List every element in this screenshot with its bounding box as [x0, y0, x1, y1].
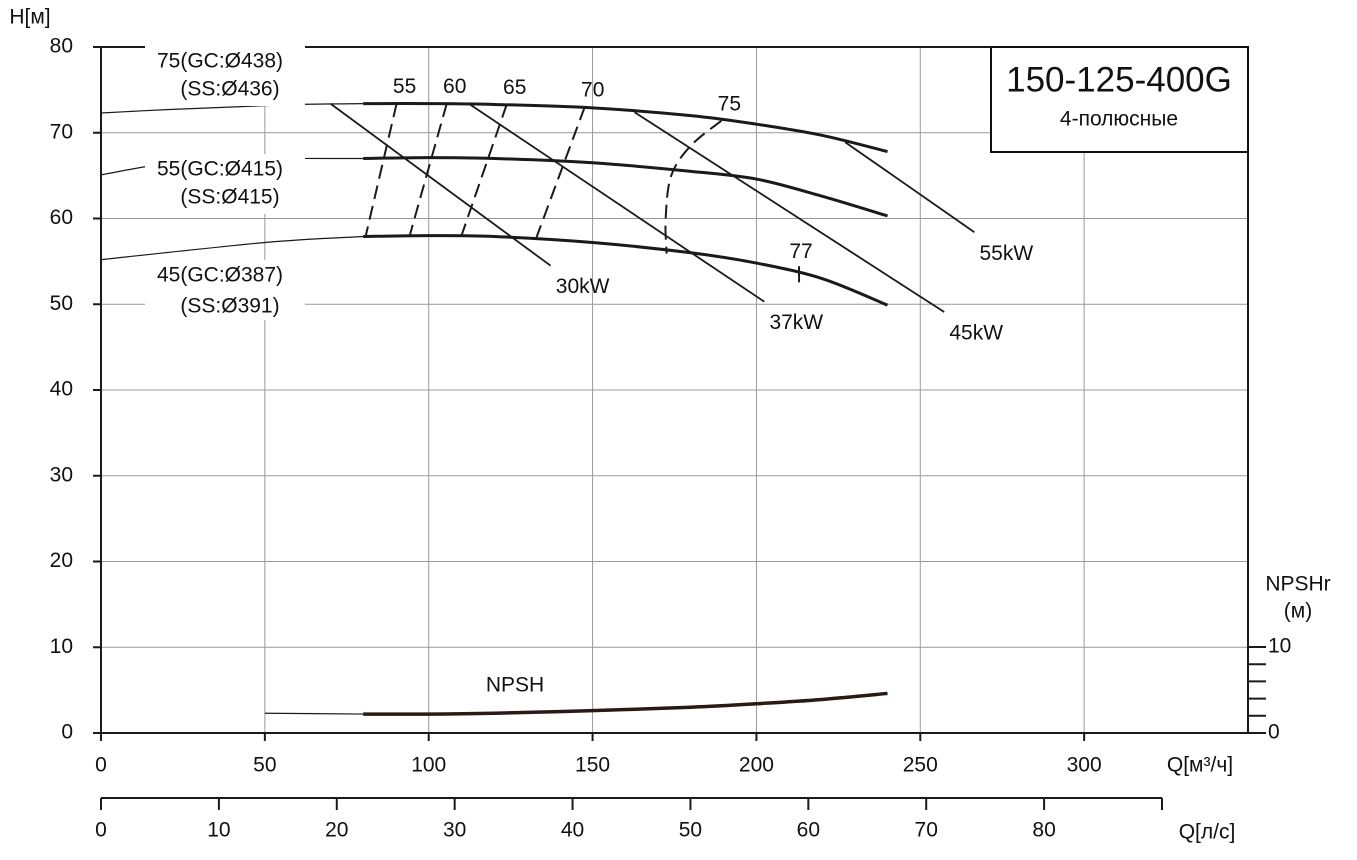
x-axis-label: Q[м³/ч]: [1167, 754, 1233, 777]
power-label: 55kW: [980, 242, 1034, 265]
impeller-label: 75(GC:Ø438): [157, 50, 283, 73]
power-line: [634, 111, 945, 313]
y2-tick-label: 0: [1268, 721, 1280, 744]
impeller-curve: [363, 234, 889, 307]
impeller-label: (SS:Ø436): [180, 78, 279, 101]
y-tick-label: 40: [50, 378, 73, 401]
x2-tick-label: 50: [679, 819, 702, 842]
y-tick-label: 70: [50, 120, 73, 143]
npsh-curve: [363, 691, 888, 716]
title-box: [990, 46, 1249, 153]
efficiency-curve: [664, 119, 722, 254]
impeller-extension: [100, 235, 364, 261]
power-line: [468, 102, 765, 303]
y-tick-label: 80: [50, 35, 73, 58]
efficiency-label: 65: [503, 76, 526, 99]
power-label: 30kW: [556, 275, 610, 298]
x2-axis-label: Q[л/с]: [1179, 821, 1236, 844]
y-tick-label: 60: [50, 206, 73, 229]
power-line: [844, 141, 975, 233]
x-tick-label: 150: [575, 754, 610, 777]
x-tick-label: 250: [903, 754, 938, 777]
efficiency-label: 77: [789, 240, 812, 263]
chart-subtitle: 4-полюсные: [1060, 108, 1178, 131]
label-bg: [145, 260, 305, 320]
efficiency-label: 75: [718, 92, 741, 115]
x-tick-label: 100: [411, 754, 446, 777]
y-tick-label: 30: [50, 463, 73, 486]
x2-tick-label: 20: [325, 819, 348, 842]
impeller-label: 45(GC:Ø387): [157, 264, 283, 287]
y-tick-label: 20: [50, 549, 73, 572]
plot-frame: [100, 46, 1249, 734]
efficiency-label: 70: [581, 79, 604, 102]
x2-tick-label: 60: [797, 819, 820, 842]
label-bg: [145, 154, 305, 214]
impeller-label: (SS:Ø391): [180, 295, 279, 318]
npsh-extension: [264, 712, 364, 715]
efficiency-label: 55: [393, 75, 416, 98]
efficiency-curve: [534, 106, 586, 241]
x2-tick-label: 10: [207, 819, 230, 842]
y-axis-label: H[м]: [9, 6, 50, 29]
y-tick-label: 10: [50, 635, 73, 658]
x2-tick-label: 30: [443, 819, 466, 842]
y2-axis-label: NPSHr: [1265, 573, 1330, 596]
power-line: [329, 102, 552, 267]
x-tick-label: 300: [1067, 754, 1102, 777]
efficiency-curve: [364, 103, 398, 236]
efficiency-label: 60: [443, 75, 466, 98]
y-tick-label: 50: [50, 292, 73, 315]
y-tick-label: 0: [61, 721, 73, 744]
impeller-label: (SS:Ø415): [180, 186, 279, 209]
impeller-extension: [100, 102, 364, 114]
efficiency-curve: [408, 103, 448, 236]
label-bg: [145, 46, 305, 106]
x-tick-label: 200: [739, 754, 774, 777]
efficiency-curve: [460, 104, 508, 236]
y2-tick-label: 10: [1268, 635, 1291, 658]
power-label: 45kW: [949, 322, 1003, 345]
x-tick-label: 0: [95, 754, 107, 777]
x2-tick-label: 40: [561, 819, 584, 842]
x2-tick-label: 0: [95, 819, 107, 842]
x2-tick-label: 70: [915, 819, 938, 842]
impeller-label: 55(GC:Ø415): [157, 158, 283, 181]
chart-title: 150-125-400G: [1006, 60, 1232, 99]
impeller-curve: [363, 102, 888, 154]
x2-tick-label: 80: [1032, 819, 1055, 842]
power-label: 37kW: [769, 311, 823, 334]
impeller-curve: [363, 156, 888, 218]
x-tick-label: 50: [253, 754, 276, 777]
y2-axis-label: (м): [1284, 600, 1312, 623]
npsh-label: NPSH: [486, 674, 544, 697]
